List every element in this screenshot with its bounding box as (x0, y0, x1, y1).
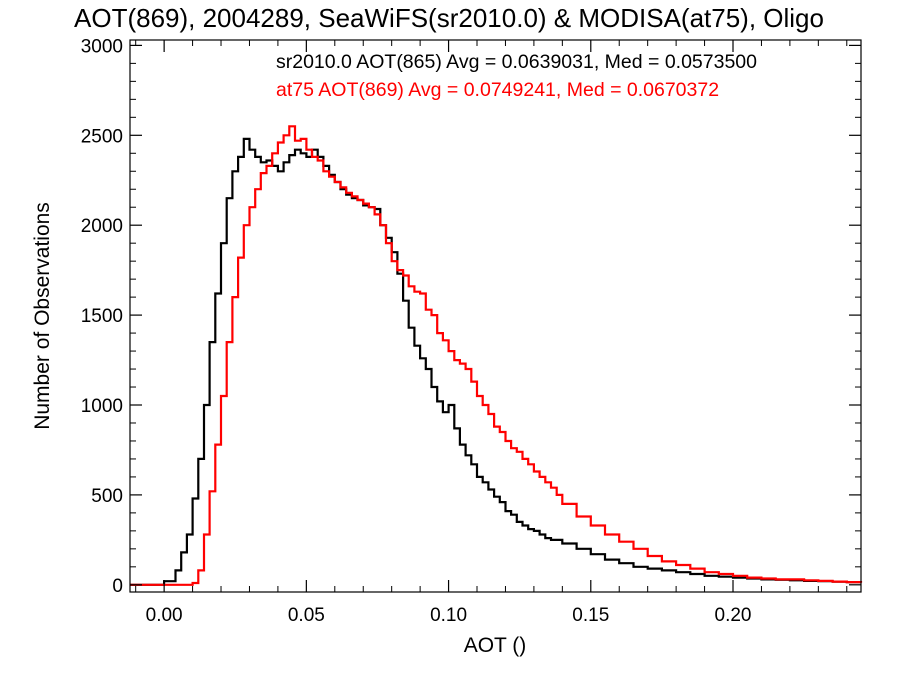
y-tick-label: 2500 (81, 126, 123, 147)
x-tick-label: 0.20 (715, 605, 752, 626)
plot-frame (129, 39, 862, 593)
y-tick-label: 500 (91, 486, 123, 507)
series-line-1 (130, 125, 863, 586)
y-tick-label: 0 (112, 576, 123, 597)
x-axis: 0.00 0.05 0.10 0.15 0.20 (135, 40, 848, 626)
y-axis-label: Number of Observations (31, 202, 54, 430)
legend-entry-sr2010: sr2010.0 AOT(865) Avg = 0.0639031, Med =… (276, 51, 757, 73)
x-tick-label: 0.05 (288, 605, 325, 626)
x-tick-label: 0.15 (572, 605, 609, 626)
x-axis-label: AOT () (464, 634, 527, 657)
chart-title: AOT(869), 2004289, SeaWiFS(sr2010.0) & M… (74, 3, 824, 33)
y-tick-label: 1500 (81, 306, 123, 327)
y-tick-label: 3000 (81, 36, 123, 57)
series-line-0 (130, 137, 861, 586)
series-layer (130, 125, 863, 586)
legend-entry-at75: at75 AOT(869) Avg = 0.0749241, Med = 0.0… (276, 79, 719, 101)
y-tick-label: 2000 (81, 216, 123, 237)
x-tick-label: 0.10 (430, 605, 467, 626)
x-tick-label: 0.00 (146, 605, 183, 626)
y-tick-label: 1000 (81, 396, 123, 417)
y-axis: 0 500 1000 1500 2000 2500 3000 (81, 36, 861, 597)
